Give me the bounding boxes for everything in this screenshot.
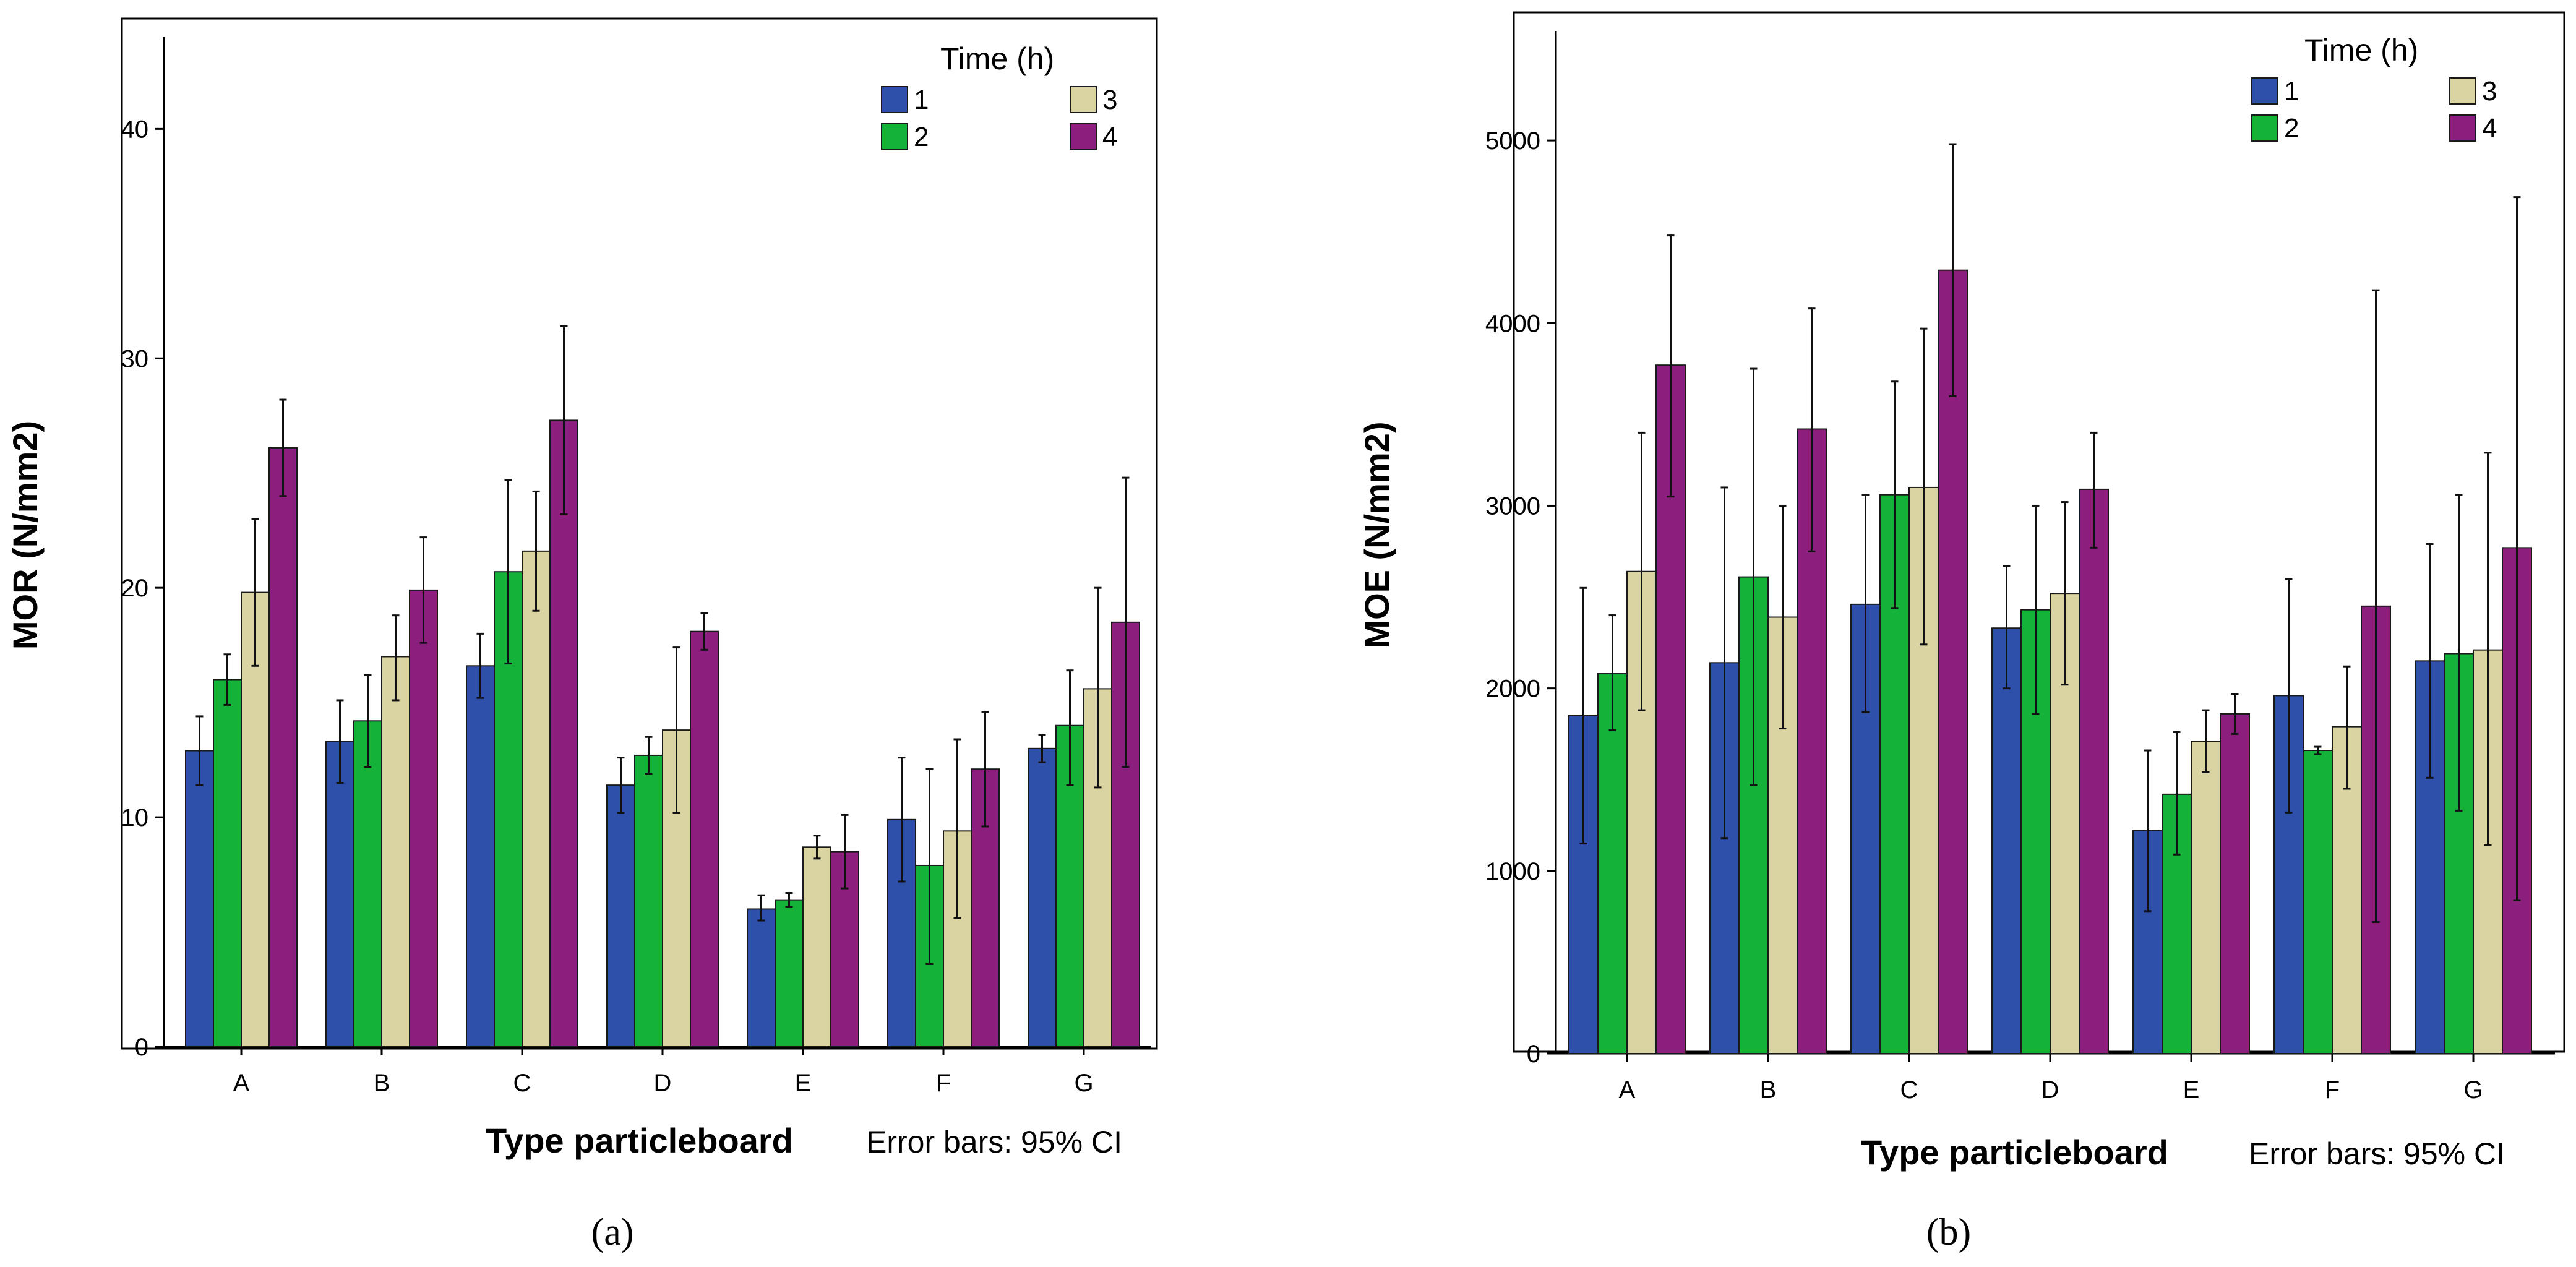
legend: 1 2 3 4 xyxy=(2251,76,2497,144)
x-tick-label: A xyxy=(233,1070,250,1097)
bar-C-series-4 xyxy=(549,419,578,1047)
bar-A-series-2 xyxy=(213,679,242,1047)
legend-label-4: 4 xyxy=(1102,122,1117,152)
y-axis-label: MOR (N/mm2) xyxy=(6,421,45,650)
bar-B-series-3 xyxy=(381,656,410,1048)
bar-A-series-1 xyxy=(185,750,214,1047)
x-axis-label: Type particleboard xyxy=(486,1121,793,1160)
bar-C-series-3 xyxy=(522,550,551,1047)
x-tick-label: C xyxy=(513,1070,531,1097)
y-tick-label: 0 xyxy=(135,1034,148,1061)
legend-label-3: 3 xyxy=(1102,85,1117,115)
legend-label-1: 1 xyxy=(914,85,929,115)
x-tick-label: B xyxy=(374,1070,390,1097)
x-tick-label: F xyxy=(936,1070,951,1097)
x-ticks: A B C D E F G xyxy=(1619,1054,2483,1104)
y-ticks: 0 10 20 30 40 xyxy=(121,116,164,1061)
bar-E-series-4 xyxy=(2220,713,2250,1055)
y-tick-label: 20 xyxy=(121,575,149,602)
error-bars xyxy=(195,325,1130,965)
x-tick-label: E xyxy=(2183,1076,2200,1104)
y-ticks: 0 1000 2000 3000 4000 5000 xyxy=(1485,127,1556,1068)
bar-D-series-4 xyxy=(2079,488,2109,1054)
legend-swatch-4 xyxy=(1070,123,1097,150)
legend-swatch-4 xyxy=(2449,114,2476,142)
bar-E-series-3 xyxy=(802,846,831,1047)
x-tick-label: D xyxy=(654,1070,672,1097)
bar-G-series-1 xyxy=(1028,747,1057,1048)
y-tick-label: 4000 xyxy=(1485,310,1540,337)
bar-C-series-1 xyxy=(466,665,495,1047)
bar-A-series-2 xyxy=(1597,673,1628,1054)
error-bars-note: Error bars: 95% CI xyxy=(2249,1136,2505,1171)
bar-B-series-1 xyxy=(325,741,354,1047)
y-tick-label: 40 xyxy=(121,116,149,143)
bar-D-series-1 xyxy=(606,784,635,1048)
error-bars xyxy=(1579,143,2521,923)
legend-label-2: 2 xyxy=(2284,113,2299,144)
panel-label-b: (b) xyxy=(1926,1211,1971,1253)
legend-title: Time (h) xyxy=(940,41,1054,76)
legend: 1 2 3 4 xyxy=(881,85,1117,152)
x-tick-label: C xyxy=(1900,1076,1918,1104)
bar-A-series-4 xyxy=(268,447,298,1047)
bar-E-series-3 xyxy=(2191,741,2221,1054)
legend-title: Time (h) xyxy=(2304,33,2418,67)
bar-D-series-1 xyxy=(1991,627,2022,1054)
x-tick-label: D xyxy=(2041,1076,2059,1104)
legend-swatch-2 xyxy=(881,123,908,150)
y-tick-label: 1000 xyxy=(1485,858,1540,885)
legend-swatch-2 xyxy=(2251,114,2278,142)
legend-swatch-1 xyxy=(2251,77,2278,105)
bar-F-series-2 xyxy=(2303,750,2333,1054)
legend-label-4: 4 xyxy=(2482,113,2497,144)
error-bars-note: Error bars: 95% CI xyxy=(866,1125,1122,1159)
bar-D-series-2 xyxy=(634,754,663,1047)
legend-swatch-3 xyxy=(1070,86,1097,113)
x-axis-label: Type particleboard xyxy=(1861,1133,2168,1172)
chart-panel-a: 0 10 20 30 40 A B C D E F G MOR (N/mm2) Time (h) 1… xyxy=(6,17,1158,1253)
x-tick-label: B xyxy=(1760,1076,1777,1104)
bar-E-series-2 xyxy=(775,899,804,1047)
panel-label-a: (a) xyxy=(591,1211,634,1253)
bar-C-series-4 xyxy=(1938,269,1968,1054)
chart-panel-b: 0 1000 2000 3000 4000 5000 A B C D E F G MOE (N/mm2… xyxy=(1357,11,2565,1253)
legend-label-3: 3 xyxy=(2482,76,2497,106)
x-tick-label: G xyxy=(1074,1070,1093,1097)
y-tick-label: 5000 xyxy=(1485,127,1540,155)
bar-B-series-2 xyxy=(353,720,382,1047)
y-tick-label: 10 xyxy=(121,804,149,831)
bar-B-series-4 xyxy=(409,589,438,1047)
y-axis-label: MOE (N/mm2) xyxy=(1357,421,1396,648)
legend-label-2: 2 xyxy=(914,122,929,152)
y-tick-label: 30 xyxy=(121,345,149,372)
bar-D-series-4 xyxy=(690,630,719,1047)
x-tick-label: A xyxy=(1619,1076,1636,1104)
x-tick-label: F xyxy=(2325,1076,2340,1104)
legend-swatch-3 xyxy=(2449,77,2476,105)
y-tick-label: 2000 xyxy=(1485,676,1540,703)
x-ticks: A B C D E F G xyxy=(233,1047,1094,1097)
x-tick-label: G xyxy=(2463,1076,2483,1104)
y-tick-label: 0 xyxy=(1527,1041,1540,1068)
legend-label-1: 1 xyxy=(2284,76,2299,106)
legend-swatch-1 xyxy=(881,86,908,113)
x-tick-label: E xyxy=(795,1070,812,1097)
bar-E-series-1 xyxy=(747,908,776,1048)
y-tick-label: 3000 xyxy=(1485,492,1540,520)
